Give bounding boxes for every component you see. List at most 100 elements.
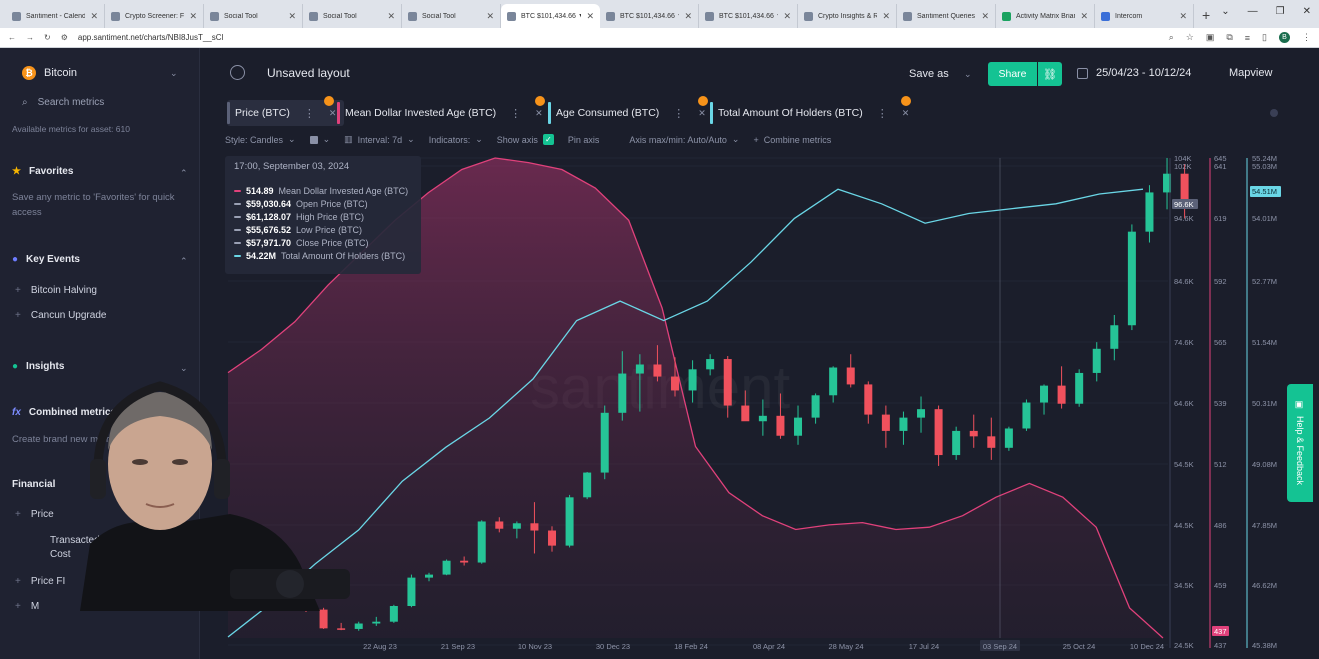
tab-close-icon[interactable]: ✕ <box>189 10 197 21</box>
browser-tab[interactable]: Activity Matrix Brian ✕ <box>996 4 1095 28</box>
browser-tab[interactable]: BTC $101,434.66 ▼ -0 ✕ <box>501 4 600 28</box>
chevron-down-icon[interactable]: ⌄ <box>964 69 972 79</box>
chevron-down-icon[interactable]: ⌄ <box>170 68 178 78</box>
candle-body <box>987 436 996 448</box>
zoom-icon[interactable]: ⌕ <box>1168 32 1174 42</box>
browser-tab[interactable]: Santiment - Calendar ✕ <box>6 4 105 28</box>
interval-select[interactable]: ▥ Interval: 7d ⌄ <box>344 134 415 145</box>
bookmark-star-icon[interactable]: ☆ <box>1185 32 1194 42</box>
section-financial[interactable]: Financial <box>12 479 55 490</box>
date-range[interactable]: 25/04/23 - 10/12/24 <box>1096 67 1192 79</box>
list-item[interactable]: + Bitcoin Halving <box>15 285 97 296</box>
style-select[interactable]: Style: Candles ⌄ <box>225 134 296 145</box>
forward-icon[interactable]: → <box>26 33 34 42</box>
reload-icon[interactable]: ↻ <box>44 33 51 42</box>
url-field[interactable]: app.santiment.net/charts/NBI8JusT__sCl <box>77 33 224 42</box>
browser-tab[interactable]: BTC $101,434.66 ▼ -0 ✕ <box>699 4 798 28</box>
browser-tab[interactable]: Social Tool ✕ <box>204 4 303 28</box>
remove-icon[interactable]: ✕ <box>698 107 706 118</box>
tab-close-icon[interactable]: ✕ <box>387 10 395 21</box>
bitcoin-badge-icon <box>535 96 545 106</box>
chevron-up-icon[interactable]: ⌃ <box>180 168 188 178</box>
more-icon[interactable]: ⋮ <box>303 107 315 120</box>
price-axis-tick: 94.6K <box>1174 214 1194 223</box>
color-select[interactable]: ⌄ <box>309 134 330 145</box>
browser-tab[interactable]: Crypto Screener: Filter ✕ <box>105 4 204 28</box>
asset-selector[interactable]: ₿ Bitcoin <box>22 66 77 80</box>
link-icon[interactable]: ⛓ <box>1038 62 1062 86</box>
metric-chip-age-consumed[interactable]: Age Consumed (BTC) ⋮ ✕ <box>548 96 714 126</box>
browser-tab[interactable]: BTC $101,434.66 ▼ -0 ✕ <box>600 4 699 28</box>
chart-canvas[interactable]: santiment 104K102K94.6K84.6K74.6K64.6K54… <box>200 153 1319 653</box>
calendar-icon[interactable] <box>1077 68 1088 79</box>
new-tab-icon[interactable]: + <box>1202 7 1211 23</box>
tab-close-icon[interactable]: ✕ <box>1179 10 1187 21</box>
tab-close-icon[interactable]: ✕ <box>1080 10 1088 21</box>
show-axis-toggle[interactable]: Show axis ✓ <box>497 134 554 145</box>
metric-chip-mdia[interactable]: Mean Dollar Invested Age (BTC) ⋮ ✕ <box>337 96 551 126</box>
metric-chip-price[interactable]: Price (BTC) ⋮ ✕ <box>227 96 345 126</box>
share-button[interactable]: Share <box>988 62 1037 86</box>
mapview-button[interactable]: Mapview <box>1229 67 1273 79</box>
section-insights[interactable]: ● Insights <box>12 361 64 372</box>
save-as-button[interactable]: Save as <box>909 68 949 80</box>
tab-close-icon[interactable]: ✕ <box>486 10 494 21</box>
metric-label: Age Consumed (BTC) <box>556 107 660 119</box>
bitcoin-badge-icon <box>901 96 911 106</box>
back-icon[interactable]: ← <box>8 33 16 42</box>
more-icon[interactable]: ⋮ <box>510 107 522 120</box>
section-key-events[interactable]: ● Key Events <box>12 254 80 265</box>
profile-avatar[interactable]: B <box>1279 32 1290 43</box>
chevron-down-icon[interactable]: ⌄ <box>180 363 188 373</box>
combine-metrics-button[interactable]: + Combine metrics <box>753 134 832 145</box>
browser-tab[interactable]: Intercom ✕ <box>1095 4 1194 28</box>
sidebar-panel-icon[interactable]: ▯ <box>1262 32 1267 42</box>
browser-tab[interactable]: Crypto Insights & Rese ✕ <box>798 4 897 28</box>
extensions-icon[interactable]: ⧉ <box>1226 32 1233 42</box>
list-item[interactable]: + Price FI <box>15 576 65 587</box>
list-item[interactable]: + Price <box>15 509 54 520</box>
layout-title[interactable]: Unsaved layout <box>267 66 350 80</box>
search-input[interactable]: Search metrics <box>37 97 105 108</box>
remove-icon[interactable]: ✕ <box>535 107 543 118</box>
reading-list-icon[interactable]: ≡ <box>1244 32 1251 43</box>
candle-body <box>846 367 855 385</box>
browser-tab[interactable]: Social Tool ✕ <box>303 4 402 28</box>
chevron-down-icon[interactable]: ⌄ <box>1221 6 1230 17</box>
tab-close-icon[interactable]: ✕ <box>783 10 791 21</box>
section-favorites[interactable]: ★ Favorites <box>12 166 73 177</box>
minimize-icon[interactable]: — <box>1247 6 1258 17</box>
close-icon[interactable]: ✕ <box>1302 6 1311 17</box>
more-icon[interactable]: ⋮ <box>673 107 685 120</box>
tab-close-icon[interactable]: ✕ <box>981 10 989 21</box>
section-combined-metrics[interactable]: fx Combined metrics <box>12 407 116 418</box>
tab-close-icon[interactable]: ✕ <box>882 10 890 21</box>
screenshot-icon[interactable]: ▣ <box>1205 32 1215 42</box>
search-metrics[interactable]: ⌕ Search metrics <box>22 97 104 108</box>
user-icon[interactable] <box>230 65 245 80</box>
tab-close-icon[interactable]: ✕ <box>684 10 692 21</box>
axis-max-min-select[interactable]: Axis max/min: Auto/Auto ⌄ <box>629 134 740 145</box>
browser-menu-icon[interactable]: ⋮ <box>1302 32 1311 42</box>
maximize-icon[interactable]: ❐ <box>1275 6 1285 17</box>
browser-tab[interactable]: Social Tool ✕ <box>402 4 501 28</box>
chevron-up-icon[interactable]: ⌃ <box>180 256 188 266</box>
tab-close-icon[interactable]: ✕ <box>288 10 296 21</box>
remove-icon[interactable]: ✕ <box>901 107 910 118</box>
metric-chip-holders[interactable]: Total Amount Of Holders (BTC) ⋮ ✕ <box>710 96 917 126</box>
list-item[interactable]: + M <box>15 601 39 612</box>
asset-name: Bitcoin <box>44 67 78 79</box>
remove-icon[interactable]: ✕ <box>328 107 337 118</box>
pin-axis-toggle[interactable]: Pin axis <box>567 134 600 145</box>
indicators-select[interactable]: Indicators: ⌄ <box>428 134 483 145</box>
section-title: Financial <box>12 479 56 490</box>
tab-close-icon[interactable]: ✕ <box>90 10 98 21</box>
chart-settings-icon[interactable] <box>1270 109 1278 117</box>
browser-tab[interactable]: Santiment Queries ✕ <box>897 4 996 28</box>
list-item[interactable]: Transacted Cost <box>50 534 110 562</box>
help-feedback-button[interactable]: ▣ Help & Feedback <box>1287 384 1313 502</box>
tab-close-icon[interactable]: ✕ <box>586 10 594 21</box>
list-item[interactable]: + Cancun Upgrade <box>15 310 106 321</box>
more-icon[interactable]: ⋮ <box>876 107 888 120</box>
site-info-icon[interactable]: ⚙ <box>60 33 68 42</box>
